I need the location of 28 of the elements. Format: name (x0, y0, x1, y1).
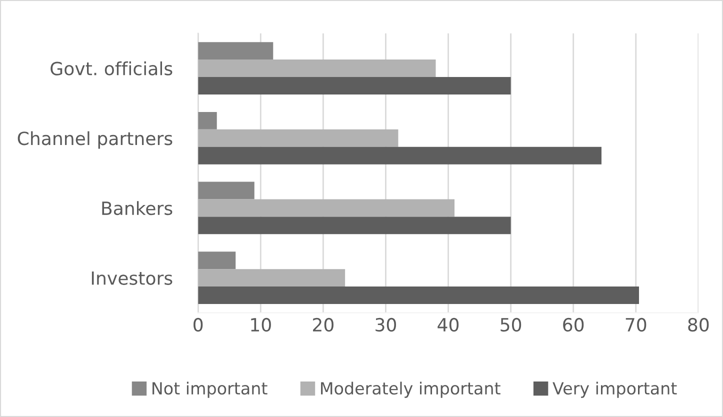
bar (198, 182, 254, 200)
x-tick-label: 70 (626, 318, 646, 332)
bar (198, 112, 217, 130)
bar (198, 129, 398, 147)
y-tick-label: Channel partners (18, 131, 172, 149)
bar (198, 77, 511, 94)
y-tick-label: Govt. officials (50, 61, 172, 76)
x-tick-label: 50 (500, 318, 522, 332)
x-tick-label: 40 (438, 318, 459, 332)
bar (198, 269, 346, 287)
bar (198, 216, 511, 234)
x-tick-label: 0 (194, 318, 203, 332)
bar (198, 286, 640, 304)
x-tick-label: 20 (313, 318, 334, 332)
x-tick-label: 60 (563, 318, 584, 332)
x-tick-label: 10 (251, 318, 271, 332)
legend-label: Not important (152, 382, 268, 398)
bar (198, 146, 602, 164)
y-tick-label: Bankers (102, 201, 172, 216)
bar (198, 60, 436, 78)
bar (198, 42, 274, 60)
bar (198, 252, 236, 270)
bar (198, 199, 455, 217)
y-tick-label: Investors (92, 272, 172, 285)
x-tick-label: 30 (376, 318, 396, 332)
x-tick-label: 80 (688, 318, 709, 332)
legend-label: Very important (552, 382, 677, 398)
legend-label: Moderately important (321, 382, 500, 398)
